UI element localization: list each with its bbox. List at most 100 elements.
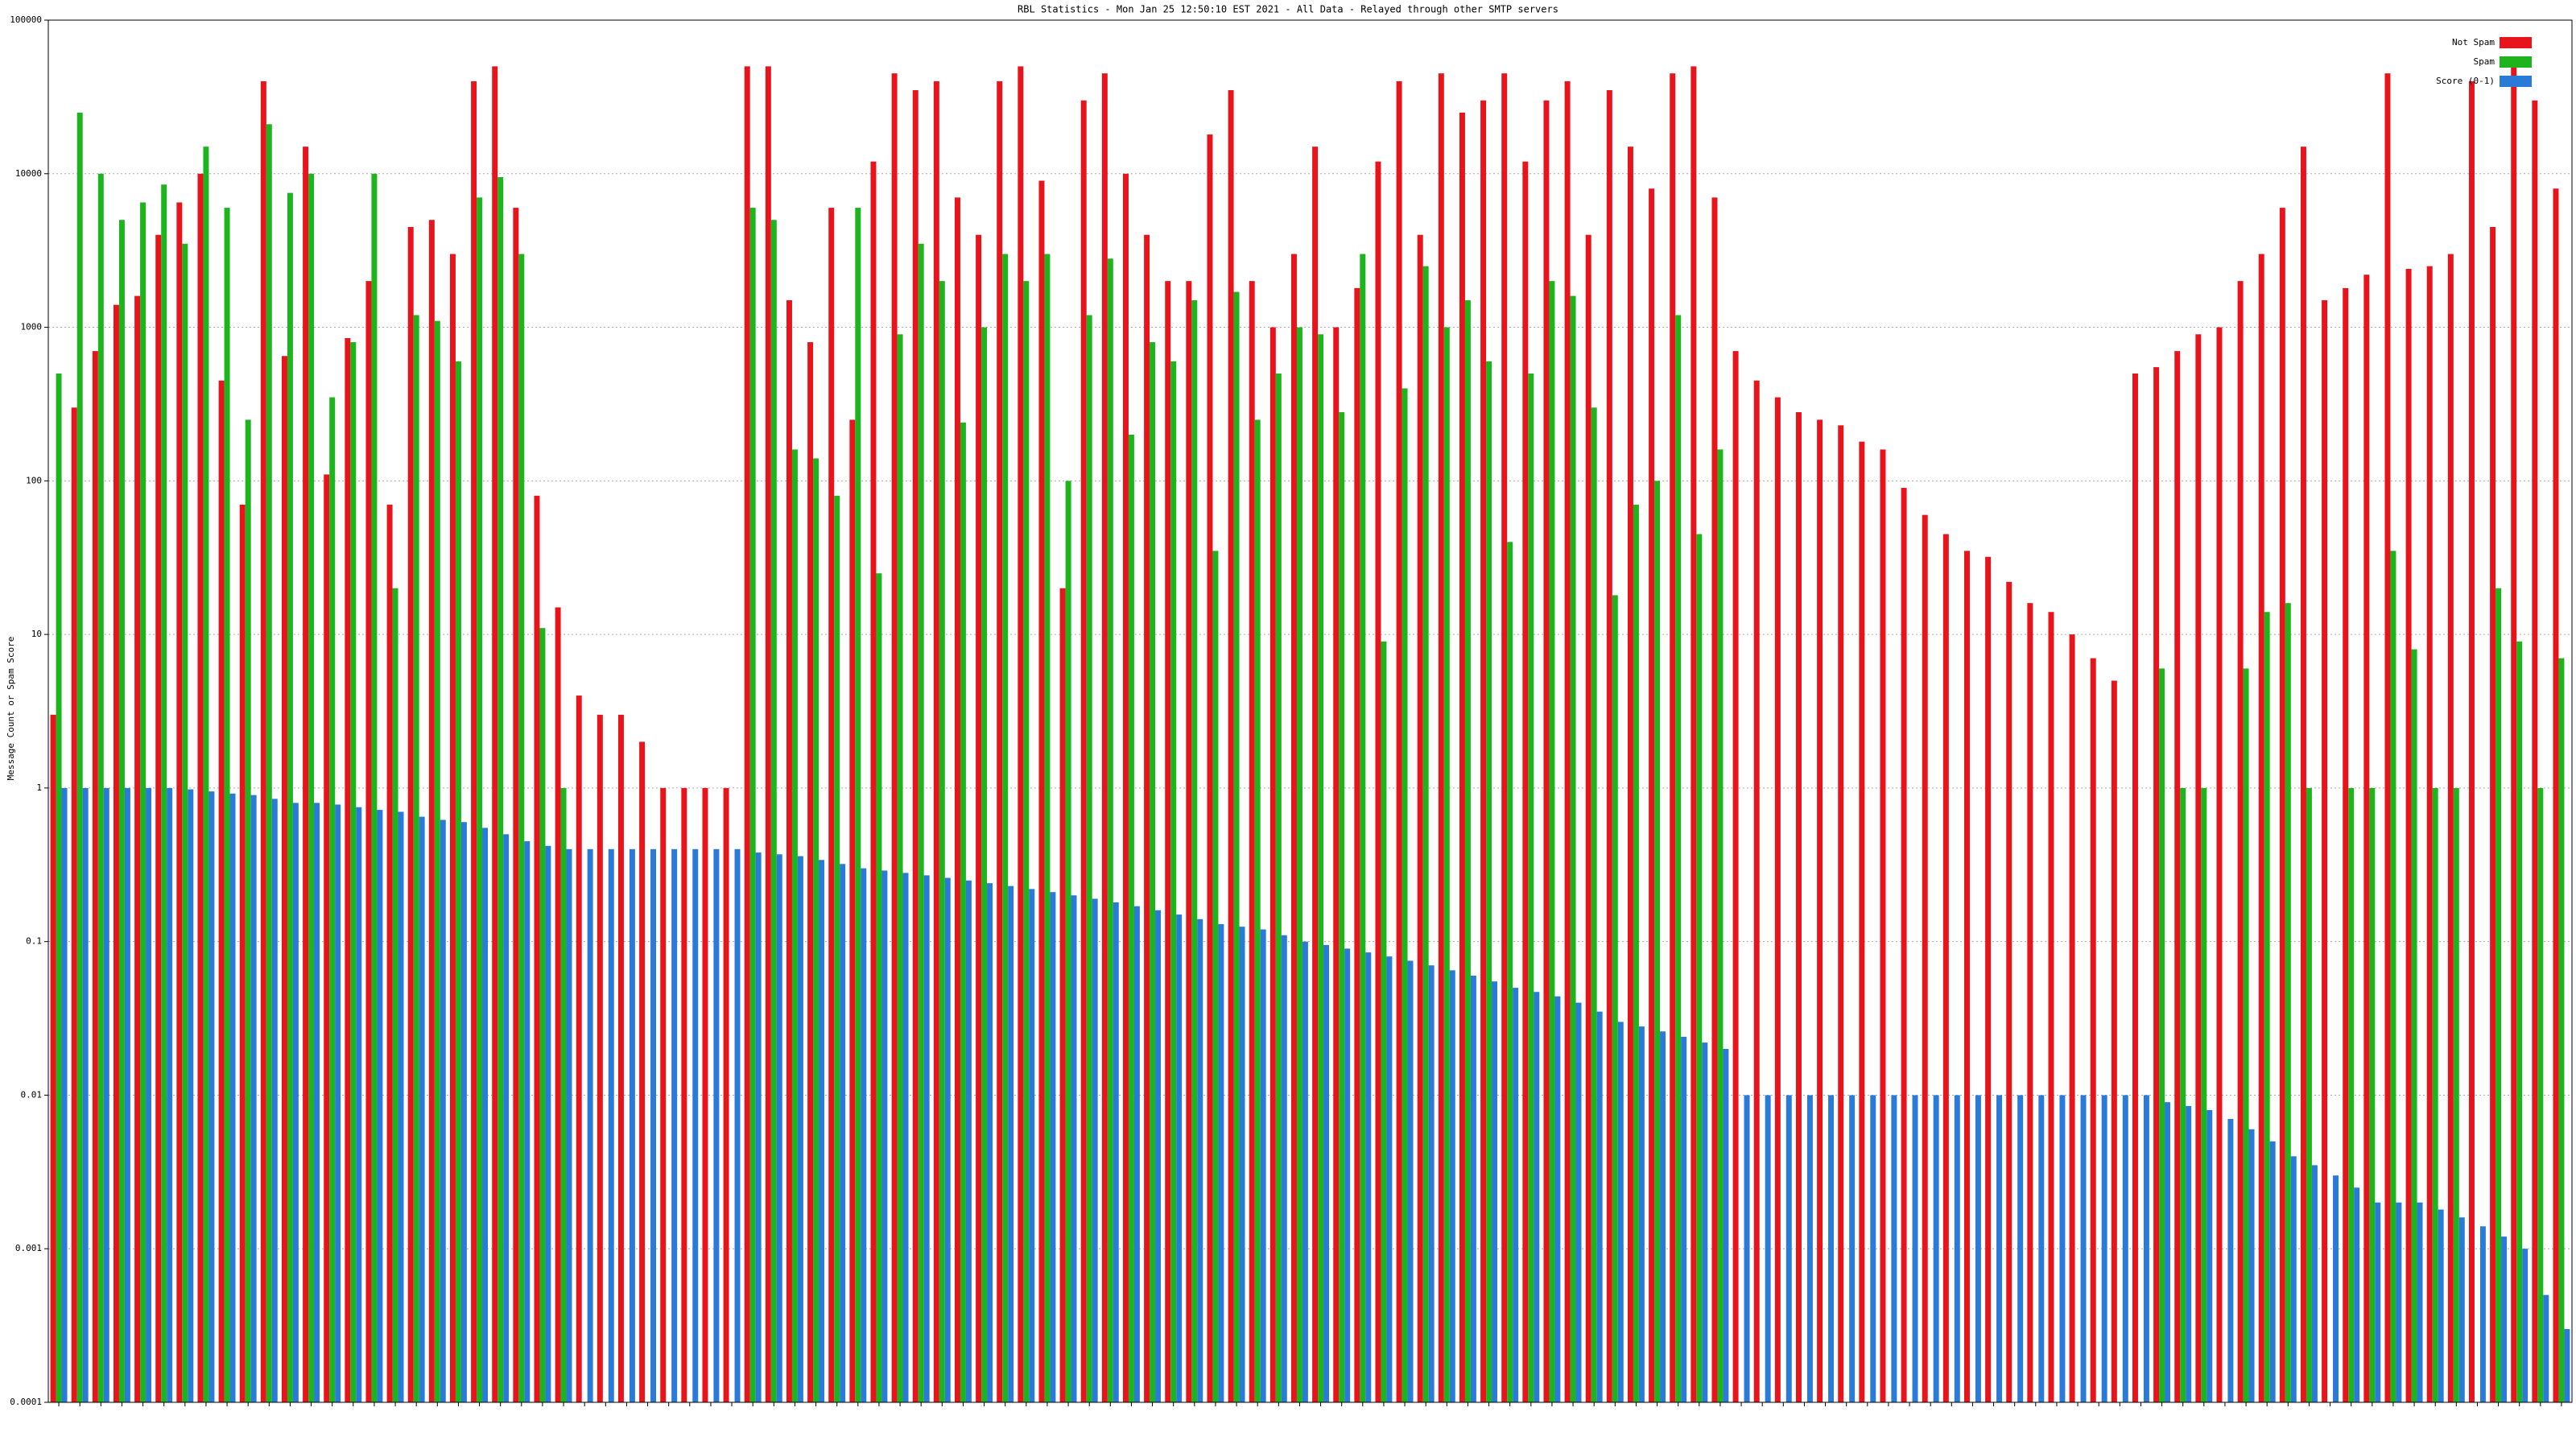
bar bbox=[2285, 603, 2291, 1402]
bar bbox=[819, 860, 825, 1402]
bar bbox=[2311, 1165, 2318, 1402]
bar bbox=[1044, 254, 1051, 1402]
bar bbox=[1302, 941, 1308, 1402]
bar bbox=[1912, 1095, 1918, 1402]
legend-swatch bbox=[2500, 37, 2532, 48]
bar bbox=[1375, 161, 1381, 1402]
bar bbox=[881, 870, 888, 1402]
bar bbox=[1870, 1095, 1876, 1402]
bar bbox=[518, 254, 525, 1402]
bar bbox=[723, 787, 729, 1402]
bar bbox=[440, 819, 446, 1402]
bar bbox=[2511, 66, 2517, 1403]
bar bbox=[933, 80, 939, 1403]
bar bbox=[770, 220, 777, 1402]
bar bbox=[56, 373, 62, 1403]
bar bbox=[1744, 1095, 1750, 1402]
bar bbox=[1417, 234, 1423, 1402]
bar bbox=[1092, 898, 1098, 1402]
bar bbox=[1443, 327, 1450, 1402]
bar bbox=[2258, 254, 2264, 1402]
bar bbox=[2501, 1236, 2508, 1402]
bar bbox=[1564, 80, 1571, 1403]
bar bbox=[918, 243, 924, 1402]
bar bbox=[734, 848, 741, 1402]
bar bbox=[1438, 73, 1444, 1403]
bar bbox=[1470, 975, 1476, 1402]
bar bbox=[1675, 315, 1682, 1403]
legend-label: Score (0-1) bbox=[2436, 76, 2495, 86]
bar bbox=[71, 407, 77, 1402]
bar bbox=[365, 281, 372, 1402]
bar bbox=[524, 841, 530, 1402]
bar bbox=[2375, 1202, 2381, 1402]
bar bbox=[849, 419, 856, 1402]
bar bbox=[188, 789, 194, 1402]
bar bbox=[1785, 1095, 1792, 1402]
bar bbox=[497, 177, 504, 1403]
bar bbox=[2090, 658, 2096, 1402]
bar bbox=[1492, 981, 1498, 1402]
bar bbox=[167, 787, 173, 1402]
bar bbox=[807, 342, 814, 1402]
bar bbox=[2516, 641, 2523, 1402]
bar bbox=[2159, 668, 2165, 1402]
bar bbox=[1975, 1095, 1981, 1402]
bar bbox=[335, 804, 341, 1402]
bar bbox=[1449, 970, 1455, 1402]
bar bbox=[1228, 89, 1234, 1402]
bar bbox=[413, 315, 419, 1403]
bar bbox=[960, 422, 966, 1402]
legend-swatch bbox=[2500, 76, 2532, 87]
bar bbox=[2165, 1102, 2171, 1402]
bar bbox=[2532, 100, 2538, 1402]
bar bbox=[1575, 1002, 1582, 1402]
legend-label: Not Spam bbox=[2452, 37, 2495, 47]
bar bbox=[576, 696, 582, 1402]
bar bbox=[870, 161, 877, 1402]
bar bbox=[1155, 910, 1162, 1402]
bar bbox=[140, 202, 147, 1403]
bar bbox=[1365, 952, 1372, 1402]
bar bbox=[1612, 595, 1618, 1402]
bar bbox=[987, 883, 993, 1402]
bar bbox=[2558, 658, 2565, 1402]
bar bbox=[1838, 425, 1844, 1402]
bar bbox=[2038, 1095, 2045, 1402]
bar bbox=[1260, 929, 1266, 1402]
bar bbox=[2426, 266, 2433, 1402]
bar bbox=[1071, 895, 1077, 1402]
y-tick-label: 10 bbox=[31, 629, 42, 639]
bar bbox=[1333, 327, 1340, 1402]
bar bbox=[1269, 327, 1276, 1402]
bar bbox=[1534, 992, 1540, 1402]
bar bbox=[1617, 1022, 1624, 1402]
bar bbox=[103, 787, 109, 1402]
bar bbox=[2195, 334, 2202, 1403]
bar bbox=[1996, 1095, 2003, 1402]
bar bbox=[471, 80, 477, 1403]
bar bbox=[350, 342, 357, 1402]
bar bbox=[2417, 1202, 2423, 1402]
bar bbox=[786, 299, 792, 1403]
bar bbox=[1606, 89, 1612, 1402]
bar bbox=[692, 848, 699, 1402]
bar bbox=[755, 852, 762, 1402]
bar bbox=[329, 397, 336, 1402]
bar bbox=[791, 449, 798, 1402]
bar bbox=[1113, 902, 1119, 1402]
bar bbox=[597, 714, 603, 1402]
bar bbox=[2363, 275, 2370, 1403]
bar bbox=[2069, 634, 2075, 1402]
bar bbox=[1942, 534, 1949, 1402]
bar bbox=[1176, 914, 1183, 1402]
bar bbox=[1627, 147, 1633, 1402]
bar bbox=[155, 234, 162, 1402]
bar bbox=[1218, 923, 1224, 1402]
bar bbox=[428, 220, 435, 1402]
bar bbox=[2369, 787, 2376, 1402]
bar bbox=[2059, 1095, 2066, 1402]
bar bbox=[1402, 388, 1408, 1403]
bar bbox=[1880, 449, 1886, 1402]
bar bbox=[1386, 956, 1393, 1402]
